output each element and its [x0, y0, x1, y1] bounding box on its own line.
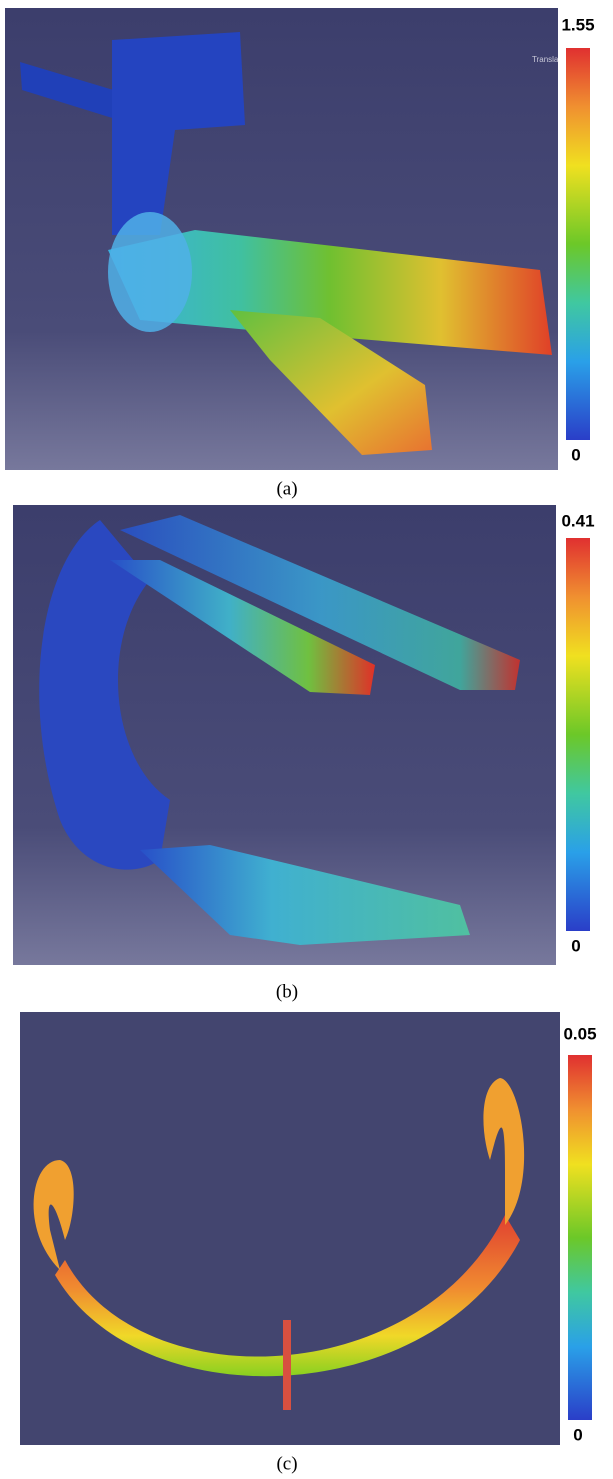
caption: (b)	[276, 981, 298, 1002]
colorbar-min: 0	[573, 1425, 582, 1444]
colorbar	[568, 1055, 592, 1420]
lower-arm	[140, 845, 470, 945]
eye	[33, 1160, 74, 1270]
arm	[110, 560, 375, 695]
colorbar-min: 0	[571, 445, 580, 464]
colorbar-max: 0.41	[561, 511, 594, 530]
colorbar-max: 0.05	[563, 1024, 596, 1043]
link	[20, 62, 135, 125]
caption: (a)	[276, 478, 297, 499]
branch-arm	[230, 310, 432, 455]
overlay-text: Transla	[532, 55, 559, 64]
main-arm	[108, 230, 552, 355]
arm	[120, 515, 520, 690]
joint	[108, 212, 192, 332]
colorbar	[566, 48, 590, 440]
upper-arm	[112, 32, 245, 235]
colorbar-max: 1.55	[561, 15, 594, 34]
leaf-spring	[55, 1215, 520, 1377]
colorbar	[566, 538, 590, 931]
caption: (c)	[276, 1453, 297, 1474]
colorbar-min: 0	[571, 936, 580, 955]
render-background	[5, 8, 558, 470]
eye	[483, 1078, 525, 1225]
center-bolt	[283, 1320, 291, 1410]
body	[39, 520, 170, 870]
